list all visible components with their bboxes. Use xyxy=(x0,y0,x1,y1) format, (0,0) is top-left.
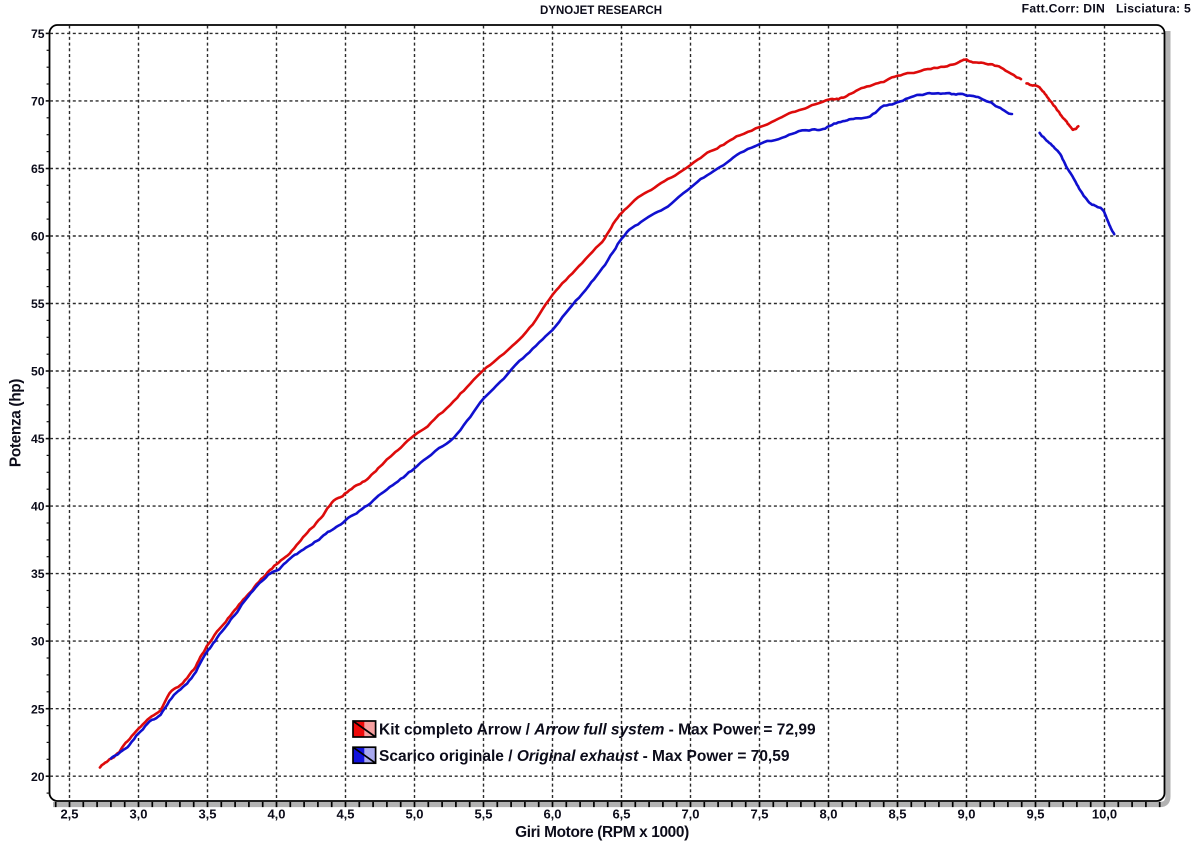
svg-text:65: 65 xyxy=(31,162,45,176)
svg-text:7,5: 7,5 xyxy=(750,807,768,822)
svg-text:Fatt.Corr: DIN Lisciatura: 5: Fatt.Corr: DIN Lisciatura: 5 xyxy=(1022,2,1191,16)
svg-text:Kit completo Arrow / Arrow ful: Kit completo Arrow / Arrow full system -… xyxy=(379,722,816,739)
svg-text:Giri Motore (RPM x 1000): Giri Motore (RPM x 1000) xyxy=(515,824,689,841)
svg-text:45: 45 xyxy=(31,432,45,446)
svg-text:8,5: 8,5 xyxy=(888,807,906,822)
svg-text:4,0: 4,0 xyxy=(267,807,285,822)
svg-text:60: 60 xyxy=(31,230,45,244)
svg-text:50: 50 xyxy=(31,365,45,379)
svg-text:9,0: 9,0 xyxy=(957,807,975,822)
svg-text:10,0: 10,0 xyxy=(1092,807,1117,822)
svg-text:8,0: 8,0 xyxy=(819,807,837,822)
svg-text:6,0: 6,0 xyxy=(543,807,561,822)
svg-text:3,0: 3,0 xyxy=(129,807,147,822)
svg-text:5,5: 5,5 xyxy=(474,807,492,822)
svg-text:30: 30 xyxy=(31,635,45,649)
svg-text:Potenza (hp): Potenza (hp) xyxy=(8,379,25,467)
svg-text:5,0: 5,0 xyxy=(405,807,423,822)
svg-text:75: 75 xyxy=(31,27,45,41)
svg-text:40: 40 xyxy=(31,500,45,514)
svg-text:6,5: 6,5 xyxy=(612,807,630,822)
svg-text:35: 35 xyxy=(31,567,45,581)
svg-text:20: 20 xyxy=(31,770,45,784)
svg-text:Scarico originale / Original e: Scarico originale / Original exhaust - M… xyxy=(379,748,790,765)
svg-text:4,5: 4,5 xyxy=(336,807,354,822)
svg-text:3,5: 3,5 xyxy=(198,807,216,822)
svg-text:55: 55 xyxy=(31,297,45,311)
svg-text:25: 25 xyxy=(31,702,45,716)
svg-text:DYNOJET RESEARCH: DYNOJET RESEARCH xyxy=(540,5,662,17)
svg-text:2,5: 2,5 xyxy=(60,807,78,822)
svg-text:9,5: 9,5 xyxy=(1026,807,1044,822)
svg-text:7,0: 7,0 xyxy=(681,807,699,822)
svg-text:70: 70 xyxy=(31,95,45,109)
